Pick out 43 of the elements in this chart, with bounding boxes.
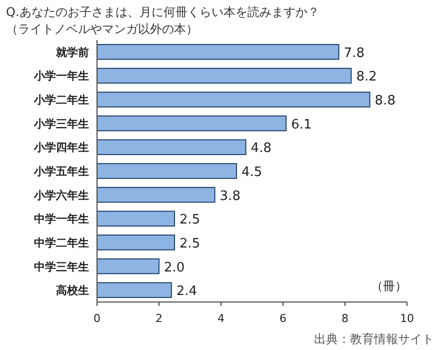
data-label: 3.8 [220,188,240,204]
data-label: 2.5 [180,236,200,252]
bar [96,282,172,298]
bar [96,186,216,203]
x-tick-label: 10 [400,312,414,325]
bar [96,234,175,250]
bar [96,115,287,132]
data-label: 4.5 [242,165,262,180]
bar [96,258,160,274]
bar [96,163,237,179]
data-label: 4.8 [250,141,272,156]
bar [96,44,340,60]
data-label: 8.8 [374,94,396,109]
y-tick-label: 就学前 [55,46,89,59]
y-tick-label: 中学三年生 [34,260,89,274]
bar [96,139,246,156]
x-tick-label: 8 [342,312,348,325]
y-tick-label: 小学四年生 [33,141,89,154]
y-tick-label: 小学五年生 [33,165,89,178]
y-tick-label: 小学六年生 [33,188,89,202]
x-axis-title: （冊） [371,279,407,293]
data-label: 8.2 [356,70,377,85]
y-tick-label: 小学二年生 [33,94,89,107]
y-tick-label: 小学三年生 [33,117,89,130]
data-label: 2.0 [164,260,185,276]
bar [96,68,352,84]
y-tick-label: 小学一年生 [33,70,89,83]
y-tick-label: 中学二年生 [34,236,89,250]
data-label: 6.1 [291,117,312,132]
data-label: 2.4 [176,284,198,300]
x-tick-label: 2 [156,312,162,325]
bar [96,210,175,227]
x-tick-label: 0 [94,312,100,325]
data-label: 7.8 [344,46,364,61]
y-tick-label: 中学一年生 [34,212,89,226]
y-tick-label: 高校生 [56,284,89,298]
chart-title: Q.あなたのお子さまは、月に何冊くらい本を読みますか？ [6,5,320,19]
source-note: 出典：教育情報サイト [314,332,434,346]
chart-subtitle: （ライトノベルやマンガ以外の本） [6,22,198,36]
x-tick-label: 4 [218,312,224,325]
x-tick-label: 6 [280,312,286,325]
bar [96,92,370,108]
data-label: 2.5 [180,212,200,228]
